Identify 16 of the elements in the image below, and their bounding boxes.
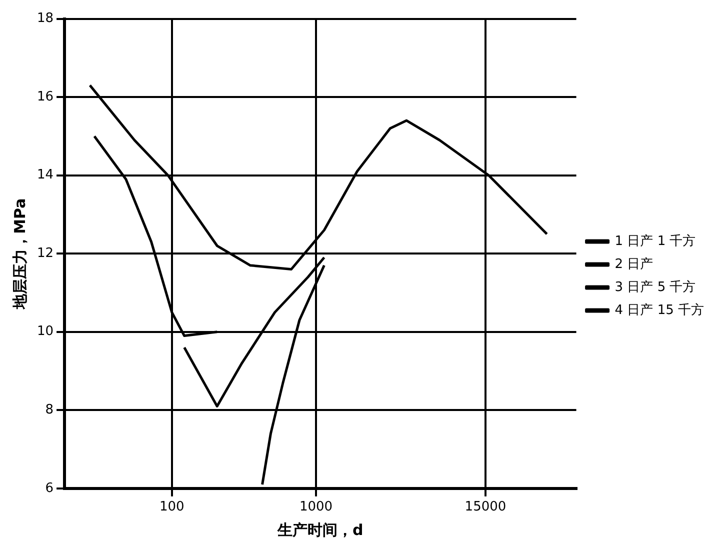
legend-label: 2 日产: [614, 256, 654, 272]
x-tick-label: 15000: [464, 500, 506, 515]
x-axis-title: 生产时间，d: [276, 520, 364, 539]
y-tick-label: 16: [36, 89, 54, 104]
y-tick-label: 6: [45, 480, 54, 496]
x-tick-label: 1000: [299, 500, 333, 515]
legend-label: 3 日产 5 千方: [614, 278, 696, 295]
legend-label: 1 日产 1 千方: [614, 232, 696, 249]
y-tick-label: 8: [45, 402, 54, 418]
y-tick-label: 14: [36, 168, 54, 183]
legend-label: 4 日产 15 千方: [614, 302, 704, 318]
y-axis-title: 地层压力，MPa: [10, 198, 29, 310]
x-tick-label: 100: [159, 500, 184, 515]
y-tick-label: 12: [36, 246, 54, 261]
y-tick-label: 18: [36, 11, 54, 26]
y-tick-label: 10: [36, 324, 54, 340]
